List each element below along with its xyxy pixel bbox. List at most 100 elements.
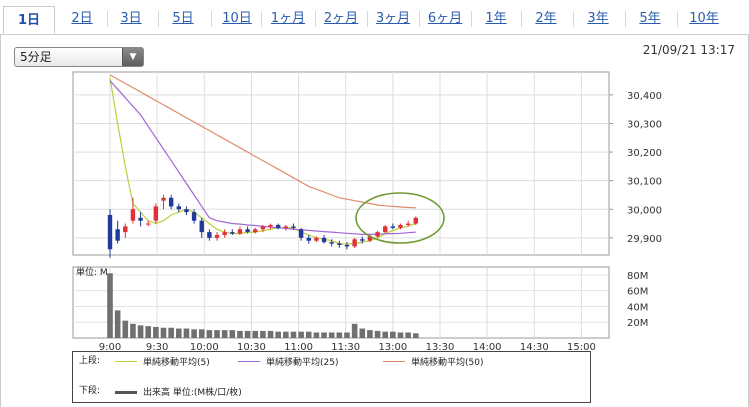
price-tick-label: 30,200 <box>627 148 662 159</box>
candle-body <box>245 229 250 233</box>
tab-7[interactable]: 3ヶ月 <box>375 11 411 26</box>
candle-body <box>268 224 273 227</box>
tab-1[interactable]: 2日 <box>71 11 93 26</box>
candle-body <box>375 232 380 237</box>
tab-separator <box>677 11 678 27</box>
legend-swatch <box>383 361 405 362</box>
volume-bar <box>221 330 228 338</box>
tab-separator <box>367 11 368 27</box>
legend-volume-label: 出来高 単位:(M株/口/枚) <box>143 388 242 398</box>
time-tick-label: 13:00 <box>378 342 407 353</box>
volume-bar <box>229 330 236 338</box>
volume-bar <box>336 332 343 338</box>
candle-body <box>367 236 373 241</box>
candle-body <box>253 229 258 233</box>
volume-bar <box>359 328 366 338</box>
time-tick-label: 11:30 <box>331 342 360 353</box>
legend-volume-swatch <box>115 391 137 394</box>
tab-4[interactable]: 10日 <box>222 11 252 26</box>
tab-separator <box>261 11 262 27</box>
candle-body <box>329 242 334 244</box>
candle-body <box>337 243 342 245</box>
legend-swatch <box>115 361 137 362</box>
candle-body <box>314 237 319 241</box>
price-tick-label: 30,000 <box>627 205 662 216</box>
volume-bar <box>107 273 113 338</box>
volume-bar <box>214 330 220 338</box>
period-tabs: 1日 2日 3日 5日 10日 1ヶ月 2ヶ月 3ヶ月 6ヶ月 1年 2年 3年 5年 10年 <box>0 0 749 35</box>
candle-body <box>306 237 311 241</box>
candle-body <box>115 229 120 241</box>
candle-body <box>390 226 396 228</box>
volume-bar <box>390 331 396 338</box>
chevron-down-icon[interactable]: ▼ <box>122 48 143 66</box>
time-tick-label: 14:30 <box>520 342 549 353</box>
tab-separator <box>158 11 159 27</box>
candle-body <box>222 232 227 235</box>
tab-6[interactable]: 2ヶ月 <box>323 11 359 26</box>
candle-body <box>360 239 365 241</box>
tab-11[interactable]: 3年 <box>587 11 609 26</box>
tab-3[interactable]: 5日 <box>172 11 194 26</box>
legend-series-label: 単純移動平均(50) <box>411 358 484 368</box>
legend-swatch <box>238 361 260 362</box>
volume-bar <box>412 333 419 338</box>
tab-0[interactable]: 1日 <box>3 6 55 34</box>
tab-5[interactable]: 1ヶ月 <box>270 11 306 26</box>
volume-bar <box>160 327 167 338</box>
volume-bar <box>305 331 312 338</box>
candle-body <box>237 229 243 234</box>
volume-bar <box>168 327 174 338</box>
tab-12[interactable]: 5年 <box>639 11 661 26</box>
tab-separator <box>625 11 626 27</box>
interval-select-value: 5分足 <box>20 50 52 64</box>
volume-bar <box>137 325 144 338</box>
chart-legend: 上段: 下段: 単純移動平均(5) 単純移動平均(25) 単純移動平均(50) 出来高… <box>72 351 591 403</box>
tab-10[interactable]: 2年 <box>535 11 557 26</box>
candle-body <box>298 229 304 238</box>
tab-9[interactable]: 1年 <box>485 11 507 26</box>
price-tick-label: 30,100 <box>627 177 662 188</box>
time-tick-label: 11:00 <box>284 342 313 353</box>
tab-separator <box>471 11 472 27</box>
volume-tick-label: 20M <box>627 318 648 329</box>
candle-body <box>184 209 189 213</box>
volume-bar <box>122 320 129 338</box>
tab-8[interactable]: 6ヶ月 <box>427 11 463 26</box>
volume-tick-label: 40M <box>627 302 648 313</box>
volume-bar <box>153 326 159 338</box>
volume-bar <box>206 330 213 338</box>
candle-body <box>321 237 327 243</box>
candle-body <box>123 226 128 233</box>
legend-lower-label: 下段: <box>79 386 101 396</box>
candle-body <box>138 217 143 221</box>
time-tick-label: 9:30 <box>146 342 168 353</box>
volume-bar <box>313 332 320 338</box>
volume-bar <box>298 331 304 338</box>
volume-bar <box>191 329 197 338</box>
time-tick-label: 14:00 <box>473 342 502 353</box>
volume-bar <box>176 328 182 338</box>
tab-13[interactable]: 10年 <box>689 11 719 26</box>
price-tick-label: 29,900 <box>627 234 662 245</box>
time-tick-label: 10:00 <box>190 342 219 353</box>
candle-body <box>413 217 418 224</box>
volume-bar <box>130 323 136 338</box>
candle-body <box>230 232 235 234</box>
interval-select[interactable]: 5分足 ▼ <box>14 47 144 67</box>
candle-body <box>214 234 220 238</box>
volume-bar <box>260 330 266 338</box>
volume-bar <box>328 332 335 338</box>
volume-unit-label: 単位: M <box>76 266 108 278</box>
legend-series-label: 単純移動平均(25) <box>266 358 339 368</box>
candle-body <box>191 212 197 221</box>
candle-body <box>275 224 281 228</box>
tab-2[interactable]: 3日 <box>120 11 142 26</box>
candle-body <box>176 206 182 210</box>
candle-body <box>283 226 289 228</box>
volume-bar <box>321 332 327 338</box>
volume-bar <box>344 332 350 338</box>
candle-body <box>153 206 159 221</box>
tab-separator <box>573 11 574 27</box>
volume-bar <box>367 330 373 338</box>
